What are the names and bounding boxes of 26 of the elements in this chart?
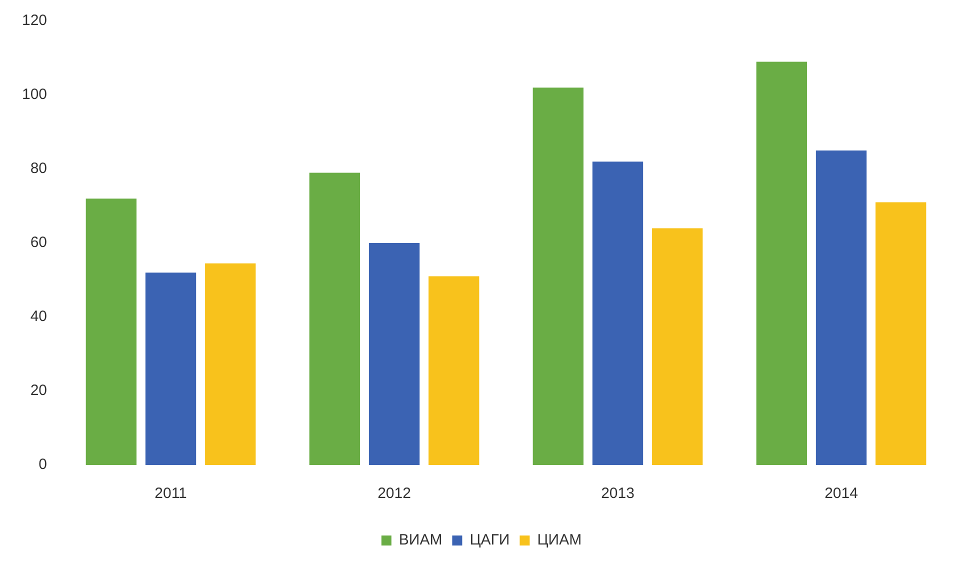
y-tick-label: 80 (30, 160, 48, 178)
x-tick-label: 2011 (154, 485, 187, 502)
bar (652, 228, 703, 465)
bar (592, 162, 644, 465)
bar (428, 276, 480, 465)
bar (309, 172, 360, 465)
y-tick-label: 100 (22, 86, 48, 104)
y-tick-label: 120 (22, 12, 48, 30)
bar (876, 202, 926, 465)
bar (368, 243, 420, 465)
bar (816, 150, 867, 465)
bar (756, 62, 807, 465)
bar (532, 88, 584, 465)
bar (205, 263, 256, 465)
bar (86, 198, 137, 465)
y-tick-label: 60 (30, 234, 48, 252)
x-tick-label: 2012 (378, 485, 411, 502)
y-tick-label: 40 (30, 308, 48, 326)
y-tick-label: 0 (38, 456, 48, 474)
legend-label: ВИАМ (398, 532, 442, 549)
legend-label: ЦАГИ (470, 532, 510, 549)
x-tick-label: 2014 (824, 485, 858, 502)
x-tick-label: 2013 (601, 485, 634, 502)
y-tick-label: 20 (30, 382, 48, 400)
bar (145, 272, 196, 465)
legend-label: ЦИАМ (537, 532, 582, 549)
